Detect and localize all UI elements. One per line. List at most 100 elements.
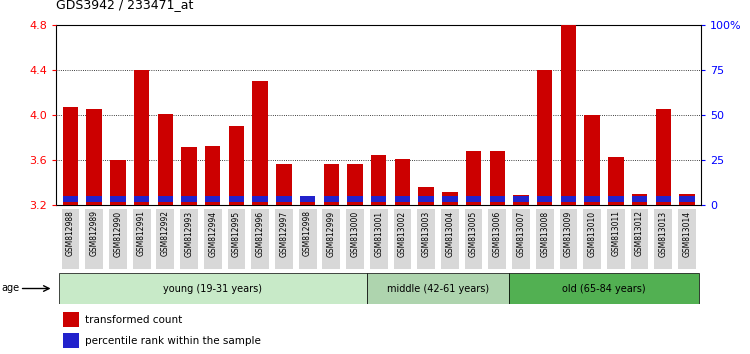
Bar xyxy=(680,196,694,202)
FancyBboxPatch shape xyxy=(180,209,198,269)
Bar xyxy=(63,333,79,348)
Text: GSM812991: GSM812991 xyxy=(137,210,146,256)
FancyBboxPatch shape xyxy=(441,209,459,269)
Text: GSM813012: GSM813012 xyxy=(635,210,644,256)
Text: GSM813007: GSM813007 xyxy=(517,210,526,257)
Bar xyxy=(158,114,173,205)
Bar xyxy=(394,159,410,205)
Bar xyxy=(229,196,244,202)
Bar xyxy=(63,312,79,327)
Bar xyxy=(442,196,458,202)
Text: GSM812994: GSM812994 xyxy=(209,210,218,257)
Bar xyxy=(134,196,149,202)
Bar xyxy=(300,201,315,205)
FancyBboxPatch shape xyxy=(367,273,509,304)
Bar xyxy=(419,196,434,202)
FancyBboxPatch shape xyxy=(394,209,411,269)
Bar xyxy=(158,196,173,202)
Bar xyxy=(561,196,576,202)
Text: GSM812999: GSM812999 xyxy=(327,210,336,257)
FancyBboxPatch shape xyxy=(417,209,435,269)
Bar xyxy=(347,196,363,202)
Bar xyxy=(110,160,125,205)
Bar xyxy=(110,196,125,202)
Bar xyxy=(466,151,482,205)
Text: GSM813004: GSM813004 xyxy=(446,210,454,257)
Bar xyxy=(442,192,458,205)
Bar xyxy=(584,196,600,202)
FancyBboxPatch shape xyxy=(655,209,672,269)
Text: GSM812997: GSM812997 xyxy=(280,210,289,257)
Bar xyxy=(276,164,292,205)
Bar xyxy=(86,196,102,202)
Text: percentile rank within the sample: percentile rank within the sample xyxy=(86,336,261,346)
Bar xyxy=(561,25,576,205)
Text: GSM813014: GSM813014 xyxy=(682,210,692,257)
FancyBboxPatch shape xyxy=(488,209,506,269)
Text: GSM812998: GSM812998 xyxy=(303,210,312,256)
Text: middle (42-61 years): middle (42-61 years) xyxy=(387,284,489,293)
Text: GSM813010: GSM813010 xyxy=(588,210,597,257)
Bar xyxy=(656,109,671,205)
Bar xyxy=(490,151,505,205)
Bar xyxy=(253,81,268,205)
Text: GSM813002: GSM813002 xyxy=(398,210,407,257)
Bar xyxy=(490,196,505,202)
Text: GSM812990: GSM812990 xyxy=(113,210,122,257)
Text: GSM813001: GSM813001 xyxy=(374,210,383,257)
Text: transformed count: transformed count xyxy=(86,315,182,325)
FancyBboxPatch shape xyxy=(509,273,699,304)
Bar xyxy=(182,196,196,202)
Bar xyxy=(608,157,623,205)
FancyBboxPatch shape xyxy=(157,209,174,269)
FancyBboxPatch shape xyxy=(370,209,388,269)
Bar xyxy=(513,196,529,202)
FancyBboxPatch shape xyxy=(465,209,482,269)
Bar xyxy=(394,196,410,202)
Text: GSM812996: GSM812996 xyxy=(256,210,265,257)
FancyBboxPatch shape xyxy=(62,209,80,269)
Text: GSM813005: GSM813005 xyxy=(469,210,478,257)
FancyBboxPatch shape xyxy=(584,209,601,269)
Text: GSM812992: GSM812992 xyxy=(160,210,170,256)
FancyBboxPatch shape xyxy=(251,209,269,269)
Bar xyxy=(63,107,78,205)
Bar xyxy=(632,194,647,205)
Bar xyxy=(537,70,553,205)
FancyBboxPatch shape xyxy=(678,209,696,269)
Bar xyxy=(323,164,339,205)
Text: age: age xyxy=(2,283,20,293)
Text: GSM812995: GSM812995 xyxy=(232,210,241,257)
Bar xyxy=(347,164,363,205)
Bar xyxy=(300,196,315,202)
FancyBboxPatch shape xyxy=(346,209,364,269)
Text: GSM813013: GSM813013 xyxy=(658,210,668,257)
Bar xyxy=(323,196,339,202)
Bar xyxy=(656,196,671,202)
Text: GSM812993: GSM812993 xyxy=(184,210,194,257)
FancyBboxPatch shape xyxy=(109,209,127,269)
Bar xyxy=(419,187,434,205)
Bar xyxy=(63,196,78,202)
Bar xyxy=(371,196,386,202)
Bar xyxy=(537,196,553,202)
Bar xyxy=(229,126,244,205)
Bar xyxy=(584,115,600,205)
Text: GSM813006: GSM813006 xyxy=(493,210,502,257)
Bar xyxy=(276,196,292,202)
Bar xyxy=(253,196,268,202)
Text: GSM813009: GSM813009 xyxy=(564,210,573,257)
Text: GSM812989: GSM812989 xyxy=(90,210,99,256)
FancyBboxPatch shape xyxy=(298,209,316,269)
FancyBboxPatch shape xyxy=(607,209,625,269)
Bar xyxy=(182,147,196,205)
Text: GSM813008: GSM813008 xyxy=(540,210,549,257)
Text: GDS3942 / 233471_at: GDS3942 / 233471_at xyxy=(56,0,194,11)
Bar xyxy=(632,196,647,202)
Text: GSM812988: GSM812988 xyxy=(66,210,75,256)
Bar xyxy=(680,194,694,205)
Text: GSM813003: GSM813003 xyxy=(422,210,430,257)
FancyBboxPatch shape xyxy=(86,209,103,269)
FancyBboxPatch shape xyxy=(204,209,222,269)
Text: GSM813000: GSM813000 xyxy=(350,210,359,257)
